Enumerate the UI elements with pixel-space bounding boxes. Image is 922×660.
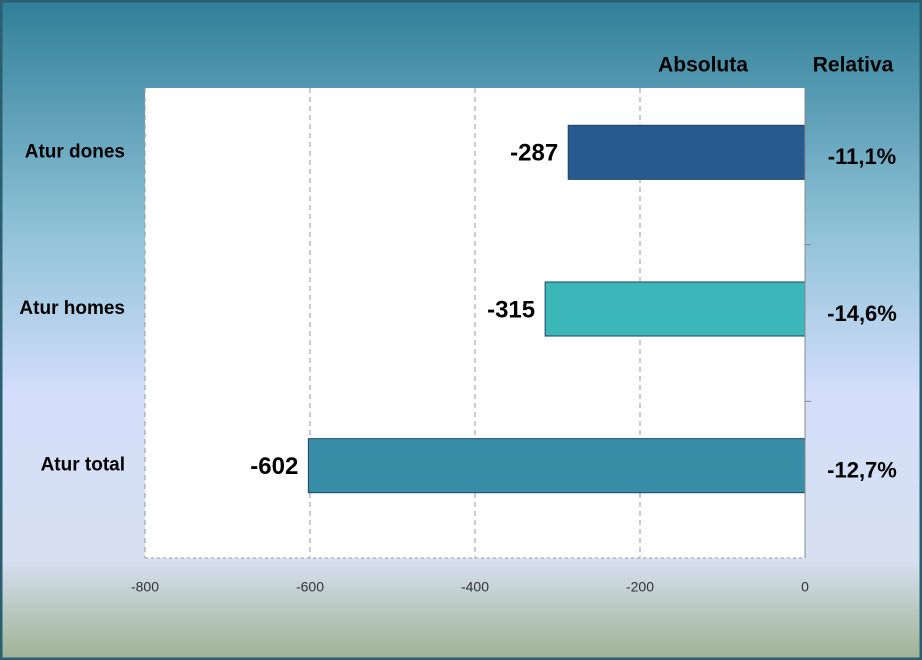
value-label: -315	[487, 296, 535, 323]
value-label: -287	[510, 140, 558, 167]
y-tick-label: Atur total	[41, 455, 125, 476]
relative-label: -14,6%	[827, 301, 897, 326]
bar	[567, 124, 806, 180]
x-tick-label: -600	[296, 579, 324, 595]
header-relativa: Relativa	[813, 54, 894, 77]
x-tick-label: -400	[461, 579, 489, 595]
bar	[544, 281, 806, 337]
relative-label: -12,7%	[827, 457, 897, 482]
y-tick-label: Atur homes	[19, 298, 125, 319]
x-tick-label: -800	[131, 579, 159, 595]
bar	[307, 438, 806, 494]
x-tick-label: 0	[801, 579, 809, 595]
value-label: -602	[250, 453, 298, 480]
y-tick-label: Atur dones	[25, 141, 125, 162]
x-tick-label: -200	[626, 579, 654, 595]
header-absoluta: Absoluta	[658, 54, 748, 77]
relative-label: -11,1%	[828, 144, 897, 169]
